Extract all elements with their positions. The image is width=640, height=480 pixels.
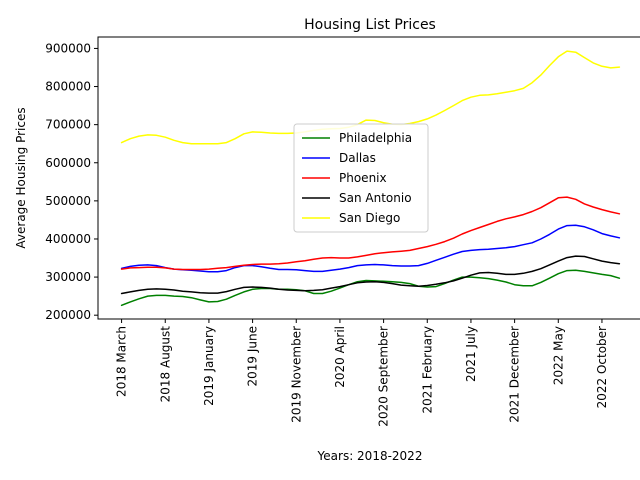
chart-title: Housing List Prices (304, 17, 436, 33)
series-line-dallas (120, 224, 621, 273)
series-line-san-antonio (120, 255, 621, 295)
legend-label: Phoenix (339, 171, 387, 185)
x-tick-label: 2021 July (464, 326, 478, 382)
legend-label: San Diego (339, 211, 400, 225)
x-tick-label: 2019 January (202, 326, 216, 406)
x-tick-label: 2019 November (289, 326, 303, 423)
series-line-phoenix (120, 196, 621, 271)
y-axis: 200000 300000 400000 500000 600000 700000 8000… (45, 41, 98, 322)
x-tick-label: 2022 October (595, 326, 609, 408)
series-line-philadelphia (120, 269, 621, 307)
y-tick-label: 400000 (45, 232, 91, 246)
legend: Philadelphia Dallas Phoenix San Antonio San … (293, 123, 429, 233)
plot-frame (97, 36, 640, 320)
y-tick-label: 700000 (45, 118, 91, 132)
x-tick-label: 2020 April (333, 326, 347, 388)
legend-label: San Antonio (339, 191, 412, 205)
series-lines (120, 50, 621, 307)
x-tick-label: 2022 May (551, 326, 565, 385)
y-tick-label: 900000 (45, 41, 91, 55)
y-tick-label: 200000 (45, 308, 91, 322)
legend-box (293, 123, 429, 233)
x-tick-label: 2021 February (420, 326, 434, 414)
y-tick-label: 300000 (45, 270, 91, 284)
x-axis: 2018 March 2018 August 2019 January 2019 Ju… (115, 319, 609, 427)
x-tick-label: 2021 December (508, 326, 522, 423)
y-tick-label: 800000 (45, 80, 91, 94)
legend-label: Philadelphia (339, 131, 412, 145)
x-tick-label: 2020 September (377, 326, 391, 427)
x-tick-label: 2019 June (246, 326, 260, 387)
series-line-san-diego (120, 50, 621, 145)
legend-label: Dallas (339, 151, 376, 165)
y-tick-label: 500000 (45, 194, 91, 208)
x-tick-label: 2018 March (115, 326, 129, 397)
x-tick-label: 2018 August (158, 326, 172, 403)
y-axis-label: Average Housing Prices (14, 107, 28, 248)
y-tick-label: 600000 (45, 156, 91, 170)
x-axis-label: Years: 2018-2022 (317, 449, 423, 463)
